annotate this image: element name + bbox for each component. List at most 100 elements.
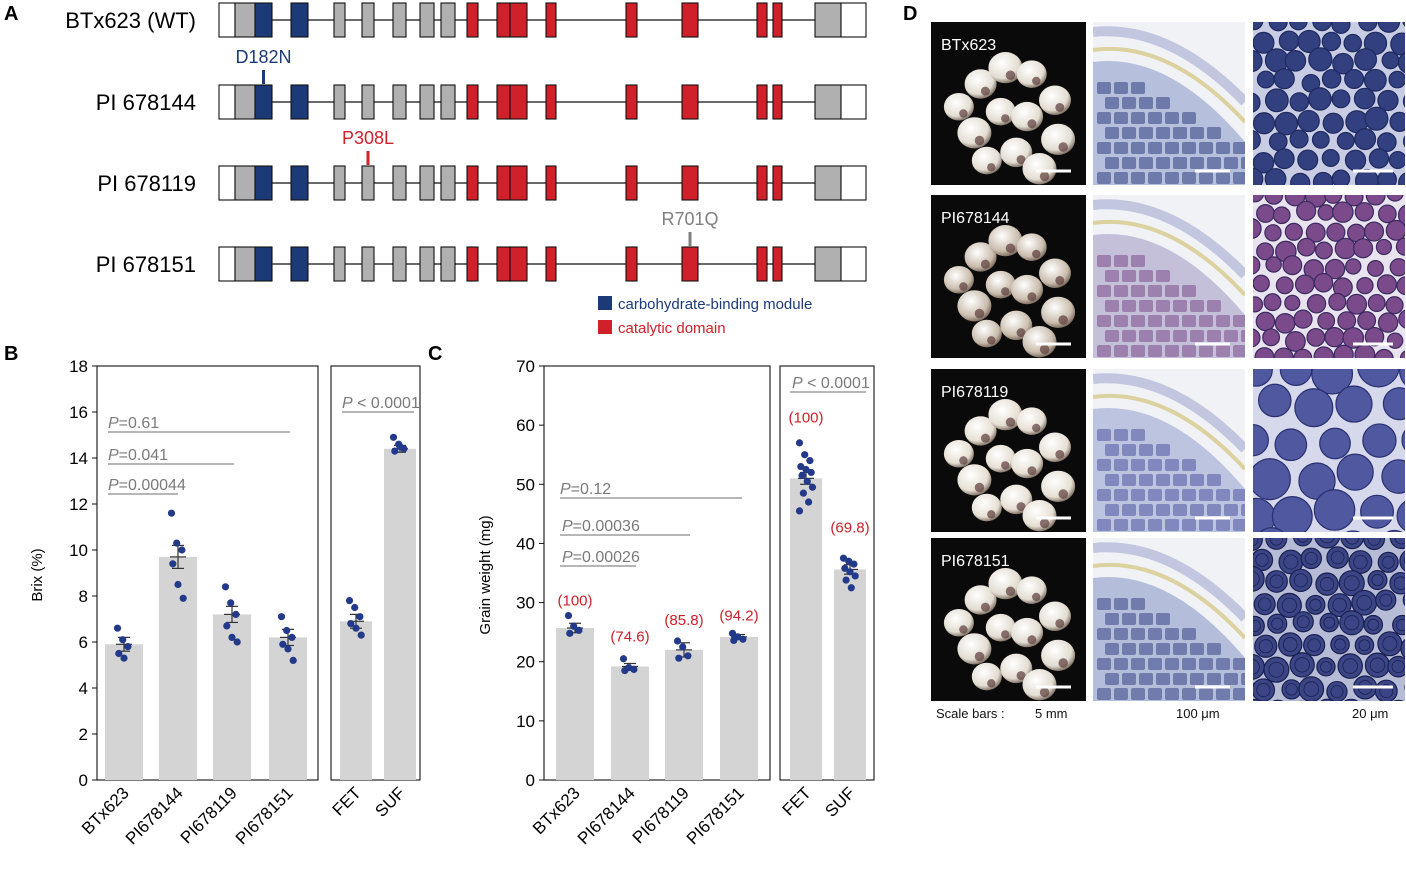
endosperm-cell [1190, 330, 1204, 342]
kernel-embryo [1032, 592, 1041, 602]
exon [545, 165, 557, 201]
granule-ring [1304, 551, 1318, 565]
endosperm-cell [1105, 474, 1119, 486]
starch-granule [1398, 172, 1405, 185]
starch-granule [1364, 326, 1385, 347]
starch-granule [1344, 0, 1362, 12]
data-point [352, 624, 360, 632]
starch-granule [1402, 22, 1405, 27]
grain-y-tick-label: 70 [516, 357, 535, 376]
granule-ring [1281, 597, 1297, 613]
starch-granule [1381, 51, 1400, 70]
endosperm-cell [1156, 673, 1170, 685]
starch-granule [1297, 237, 1316, 257]
data-point [684, 652, 692, 660]
starch-granule [1273, 148, 1295, 170]
starch-granule [1344, 68, 1365, 90]
granule-ring [1269, 538, 1283, 546]
endosperm-cell [1199, 658, 1213, 670]
granule-ring [1358, 639, 1371, 652]
kernel [1041, 296, 1076, 328]
kernel-embryo [1039, 518, 1050, 529]
granule-ring [1271, 705, 1285, 719]
endosperm-cell [1199, 688, 1213, 700]
data-point [124, 643, 132, 651]
kernel-embryo [1055, 618, 1065, 628]
bar [213, 614, 251, 780]
starch-granule [1377, 551, 1399, 573]
endosperm-cell [1131, 142, 1145, 154]
kernel [1022, 153, 1057, 185]
granule-micrograph [1253, 369, 1405, 532]
starch-granule [1292, 611, 1314, 633]
starch-granule [1317, 311, 1336, 330]
endosperm-cell [1122, 330, 1136, 342]
starch-granule [1277, 632, 1303, 657]
data-point [120, 654, 128, 662]
legend-label-catalytic: catalytic domain [618, 320, 726, 337]
starch-granule [1362, 423, 1397, 458]
kernel-photo: BTx623 [931, 22, 1086, 185]
starch-granule [1377, 631, 1403, 657]
starch-granule [1316, 657, 1336, 677]
starch-granule [1321, 148, 1340, 168]
exon [466, 84, 479, 120]
exon [234, 165, 256, 201]
data-point [808, 483, 817, 491]
endosperm-cell [1233, 658, 1245, 670]
legend-swatch-cbm [598, 296, 612, 310]
endosperm-cell [1207, 157, 1221, 169]
kernel-embryo [974, 482, 985, 493]
exon [814, 246, 842, 282]
bar [269, 637, 307, 780]
starch-granule [1389, 538, 1405, 550]
endosperm-cell [1165, 628, 1179, 640]
endosperm-cell [1131, 489, 1145, 501]
endosperm-cell [1216, 658, 1230, 670]
endosperm-cell [1156, 613, 1170, 625]
gene-name-2: PI 678144 [96, 90, 196, 115]
exon [496, 84, 511, 120]
granule-ring [1294, 657, 1310, 673]
endosperm-cell [1139, 127, 1153, 139]
bar [790, 478, 822, 780]
granule-ring [1332, 597, 1347, 613]
endosperm-cell [1182, 285, 1196, 297]
starch-granule [1253, 424, 1269, 457]
starch-granule [1284, 222, 1303, 241]
section-micrograph [1093, 538, 1245, 701]
starch-granule [1274, 111, 1299, 136]
endosperm-cell [1097, 688, 1111, 700]
endosperm-cell [1173, 504, 1187, 516]
kernel [1016, 60, 1047, 88]
exon [361, 246, 375, 282]
endosperm-cell [1207, 504, 1221, 516]
exon [419, 246, 435, 282]
granule-ring [1392, 705, 1406, 719]
starch-granule [1337, 653, 1364, 679]
starch-granule [1334, 237, 1357, 260]
starch-granule [1233, 0, 1250, 11]
endosperm-cell [1097, 255, 1111, 267]
granule-ring [1334, 638, 1346, 651]
starch-granule [1353, 238, 1374, 259]
kernel-embryo [1058, 142, 1068, 152]
granule-ring [1258, 639, 1273, 654]
starch-granule [1376, 274, 1398, 295]
starch-granule [1324, 258, 1346, 280]
endosperm-cell [1182, 112, 1196, 124]
endosperm-cell [1216, 489, 1230, 501]
granule-ring [1367, 538, 1381, 546]
exon [254, 246, 273, 282]
endosperm-cell [1131, 598, 1145, 610]
starch-granule [1402, 135, 1405, 148]
endosperm-cell [1199, 489, 1213, 501]
endosperm-cell [1182, 688, 1196, 700]
endosperm-cell [1139, 157, 1153, 169]
endosperm-cell [1216, 688, 1230, 700]
exon [254, 165, 273, 201]
endosperm-cell [1148, 489, 1162, 501]
grain-y-tick-label: 30 [516, 594, 535, 613]
starch-granule [1326, 546, 1349, 569]
starch-granule [1326, 680, 1348, 701]
